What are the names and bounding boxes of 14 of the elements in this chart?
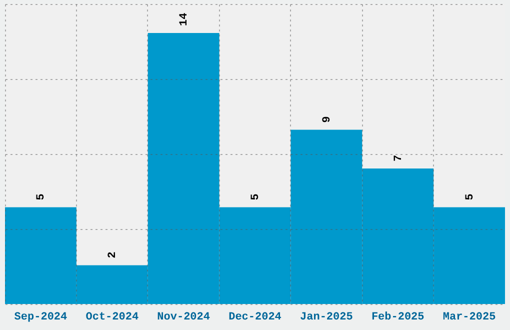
data-label: 9: [321, 116, 334, 123]
data-label: 5: [464, 193, 476, 200]
x-tick-label: Jan-2025: [300, 312, 354, 324]
data-label: 5: [36, 193, 48, 200]
x-tick-label: Feb-2025: [371, 312, 425, 324]
x-tick-label: Oct-2024: [86, 312, 139, 324]
x-tick-label: Nov-2024: [157, 312, 210, 324]
data-label: 5: [250, 193, 262, 200]
x-tick-label: Dec-2024: [228, 312, 282, 324]
x-tick-label: Sep-2024: [14, 312, 68, 324]
data-label: 7: [392, 154, 405, 162]
data-label: 14: [178, 12, 191, 26]
data-label: 2: [107, 252, 120, 258]
x-tick-label: Mar-2025: [442, 312, 496, 324]
